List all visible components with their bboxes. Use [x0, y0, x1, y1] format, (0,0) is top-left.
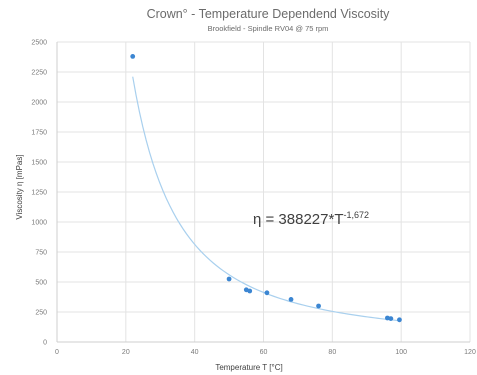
equation-exponent: -1,672 — [344, 210, 370, 220]
data-point — [226, 276, 232, 282]
data-point — [247, 288, 253, 294]
chart-title: Crown° - Temperature Dependend Viscosity — [147, 7, 391, 21]
y-tick-label: 1000 — [31, 220, 47, 227]
x-tick-label: 80 — [328, 349, 336, 356]
axes — [56, 42, 470, 343]
data-point — [130, 54, 136, 59]
y-tick-label: 2000 — [31, 100, 47, 107]
y-axis-label: Viscosity η [mPas] — [15, 154, 24, 219]
y-tick-label: 1250 — [31, 190, 47, 197]
y-tick-label: 0 — [43, 340, 47, 347]
grid-lines — [57, 41, 471, 342]
data-point — [264, 290, 270, 296]
x-tick-labels: 0 20 40 60 80 100 120 — [55, 349, 476, 356]
y-tick-label: 500 — [35, 280, 47, 287]
y-tick-label: 1500 — [31, 160, 47, 167]
equation-label: η = 388227*T-1,672 — [253, 210, 369, 228]
x-tick-label: 100 — [395, 349, 407, 356]
data-points — [130, 54, 402, 323]
y-tick-label: 2500 — [31, 40, 47, 47]
data-point — [388, 316, 394, 321]
x-axis-label: Temperature T [°C] — [215, 363, 282, 372]
x-tick-label: 40 — [191, 349, 199, 356]
data-point — [288, 297, 294, 302]
data-point — [397, 317, 402, 323]
x-tick-label: 0 — [55, 349, 59, 356]
y-tick-label: 750 — [35, 250, 47, 257]
x-tick-label: 20 — [122, 349, 130, 356]
x-tick-label: 60 — [260, 349, 268, 356]
equation-text: η = 388227*T — [253, 211, 344, 228]
data-point — [316, 303, 321, 309]
chart-subtitle: Brookfield - Spindle RV04 @ 75 rpm — [208, 24, 329, 33]
y-tick-label: 1750 — [31, 130, 47, 137]
y-tick-label: 2250 — [31, 70, 47, 77]
y-tick-label: 250 — [35, 310, 47, 317]
y-tick-labels: 0 250 500 750 1000 1250 1500 1750 2000 2250 2500 — [31, 40, 47, 347]
trendline — [132, 76, 402, 322]
x-tick-label: 120 — [464, 349, 476, 356]
